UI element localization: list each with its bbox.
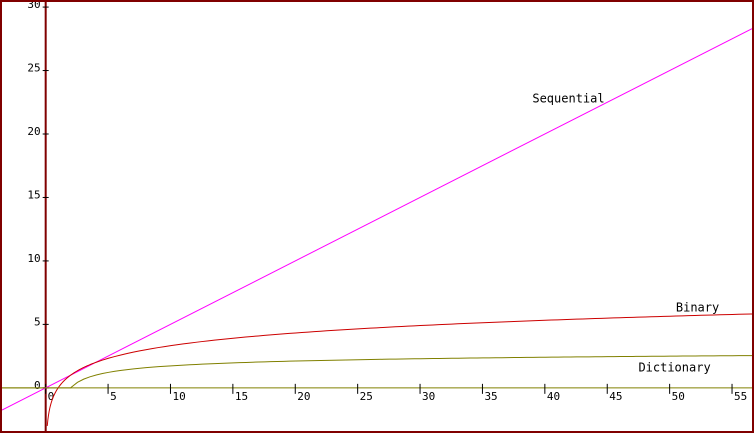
series-line-binary (46, 313, 752, 426)
x-tick-label: 0 (48, 390, 55, 403)
series-label-dictionary: Dictionary (638, 360, 710, 374)
x-tick-label: 20 (297, 390, 310, 403)
x-tick-label: 10 (172, 390, 185, 403)
y-tick-label: 20 (27, 125, 40, 138)
x-tick-label: 15 (235, 390, 248, 403)
x-tick-label: 35 (484, 390, 497, 403)
y-tick-label: 30 (27, 2, 40, 11)
x-tick-label: 45 (609, 390, 622, 403)
y-tick-label: 10 (27, 252, 40, 265)
series-label-binary: Binary (676, 301, 719, 315)
x-tick-label: 50 (672, 390, 685, 403)
y-tick-label: 5 (34, 315, 41, 328)
y-tick-label: 0 (34, 379, 41, 392)
x-tick-label: 40 (547, 390, 560, 403)
series-line-sequential (2, 28, 752, 411)
y-tick-label: 25 (27, 62, 40, 75)
x-tick-label: 25 (360, 390, 373, 403)
series-line-dictionary (2, 355, 752, 389)
y-tick-label: 15 (27, 188, 40, 201)
series-label-sequential: Sequential (532, 91, 604, 105)
x-tick-label: 30 (422, 390, 435, 403)
tick-marks: 0 5 10 15 20 25 30 35 40 45 50 55 0 5 10 15 20 25 30 (27, 2, 747, 403)
x-tick-label: 55 (734, 390, 747, 403)
series-labels: Sequential Binary Dictionary (532, 91, 719, 374)
x-tick-label: 5 (110, 390, 117, 403)
series-lines (2, 28, 752, 426)
